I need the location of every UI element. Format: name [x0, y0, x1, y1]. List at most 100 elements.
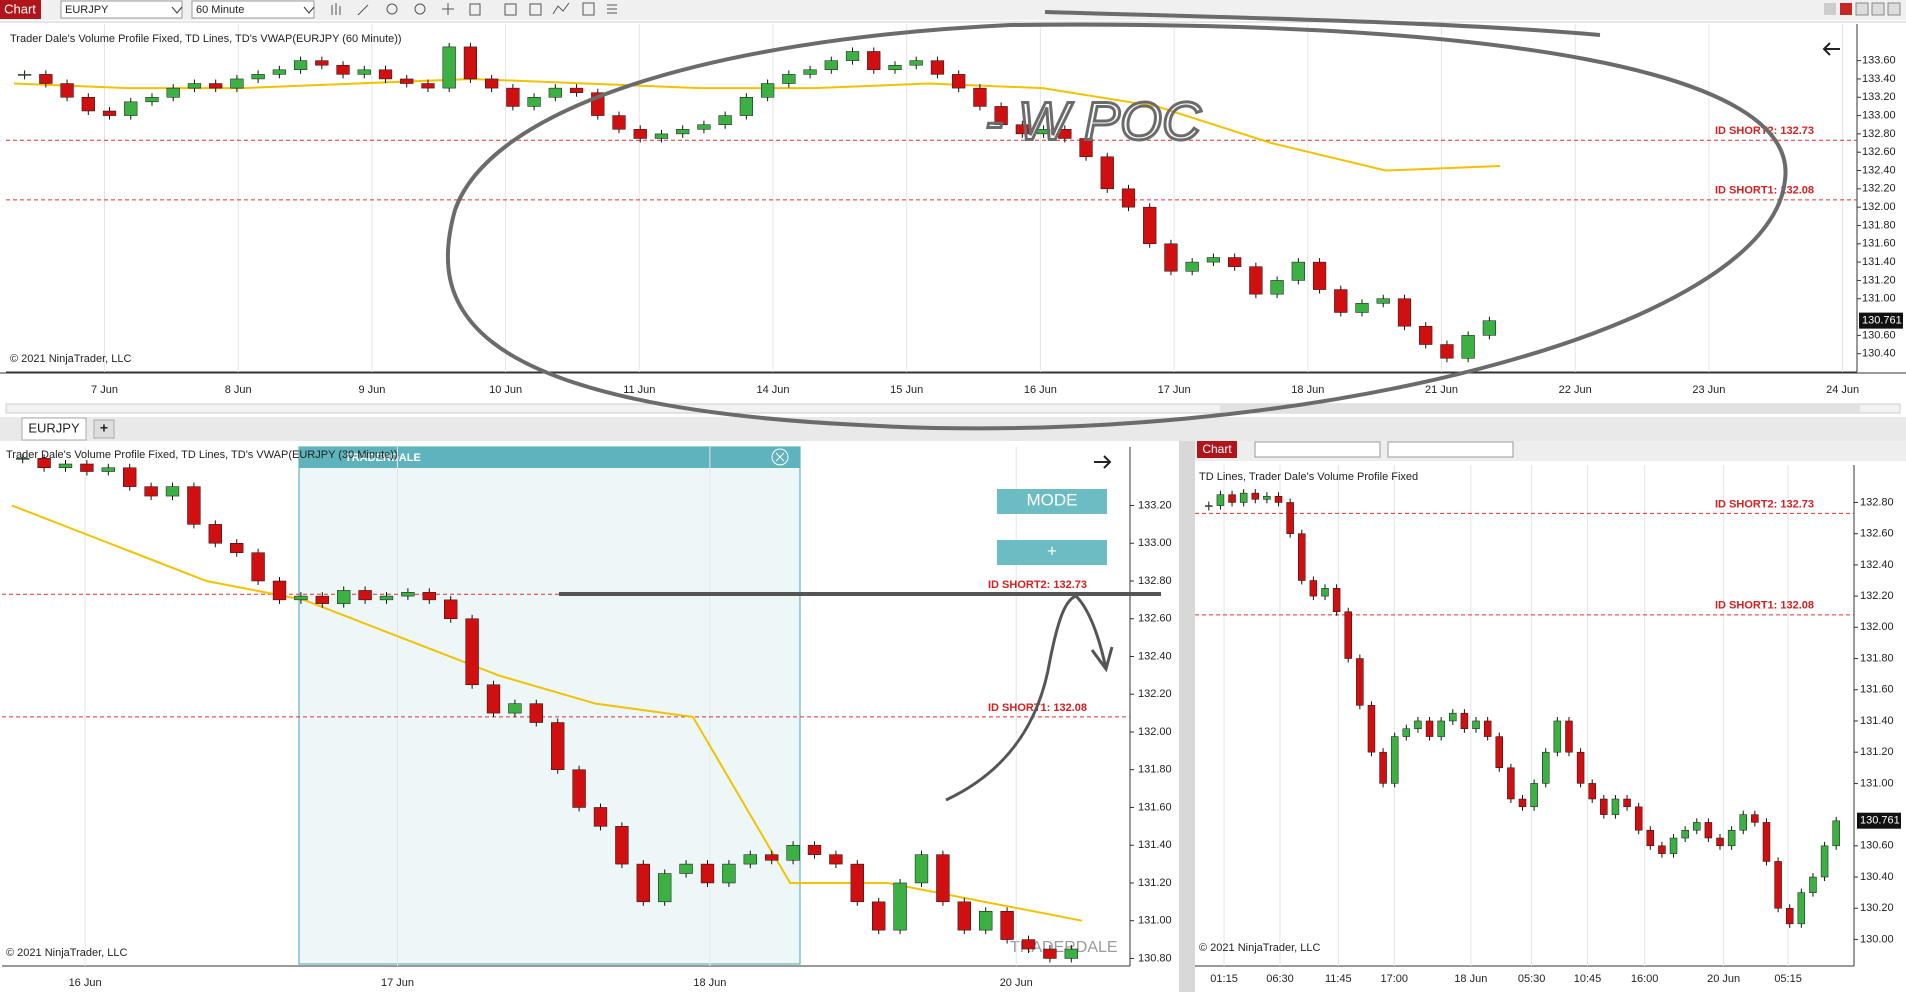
candle [1739, 814, 1747, 831]
mode-button[interactable] [997, 489, 1107, 514]
candle [1634, 806, 1643, 831]
instrument[interactable]: EURJPY [65, 4, 109, 16]
candle [572, 769, 586, 808]
y-tick-label: 131.20 [1138, 877, 1172, 889]
add-button[interactable] [997, 540, 1107, 565]
candle [615, 826, 629, 865]
instrument-dropdown[interactable] [60, 0, 183, 19]
nav-arrow[interactable] [1822, 42, 1840, 56]
candle [807, 844, 822, 855]
candle [1270, 280, 1284, 295]
close-profile[interactable] [771, 448, 789, 466]
candle [786, 844, 800, 861]
vwap-line [13, 77, 1501, 172]
candle [1832, 820, 1840, 847]
candle [1460, 712, 1469, 730]
menu-button[interactable] [1197, 441, 1237, 458]
candle [101, 467, 115, 472]
level-label: ID SHORT2: 132.73 [1715, 498, 1814, 510]
candle [636, 863, 650, 903]
candle [845, 51, 860, 61]
x-tick-label: 23 Jun [1692, 384, 1725, 396]
toolbar-icons[interactable] [331, 2, 617, 16]
candle [867, 51, 881, 71]
candle [1291, 261, 1305, 281]
x-tick-label: 14 Jun [756, 384, 789, 396]
candle [1600, 798, 1608, 815]
y-tick-label: 133.60 [1862, 55, 1896, 67]
menu-label[interactable]: Chart [1202, 442, 1232, 456]
candle [1751, 814, 1759, 823]
y-tick-label: 130.60 [1862, 329, 1896, 341]
chart-title: Trader Dale's Volume Profile Fixed, TD L… [6, 449, 398, 461]
candle [1355, 303, 1369, 313]
scrollbar[interactable] [5, 403, 1901, 414]
candle [1402, 728, 1411, 737]
instrument-dropdown[interactable] [1254, 441, 1381, 458]
candle [102, 110, 117, 116]
candle [315, 60, 329, 66]
last-price-label: 130.761 [1862, 315, 1902, 327]
y-tick-label: 131.60 [1860, 684, 1894, 696]
candle [1437, 720, 1445, 737]
candle [81, 97, 95, 112]
candle [676, 129, 690, 135]
x-tick-label: 05:30 [1518, 973, 1546, 985]
y-tick-label: 132.40 [1860, 559, 1894, 571]
candle [37, 458, 51, 469]
candle [1658, 845, 1666, 854]
candle [760, 83, 775, 98]
add-tab[interactable] [93, 419, 115, 439]
candle [17, 74, 32, 76]
copyright: © 2021 NinjaTrader, LLC [10, 353, 131, 365]
candle [593, 807, 608, 827]
menu-button[interactable] [0, 0, 41, 19]
level-label: ID SHORT2: 132.73 [1715, 125, 1814, 137]
candle [1425, 720, 1434, 737]
splitter[interactable] [1179, 441, 1195, 992]
candle [1623, 798, 1631, 808]
candle [145, 97, 159, 103]
candle [400, 78, 414, 84]
profile-header[interactable] [299, 447, 800, 468]
x-tick-label: 7 Jun [91, 384, 118, 396]
level-label: ID SHORT1: 132.08 [1715, 600, 1814, 612]
candle [421, 83, 435, 89]
mode-label[interactable]: MODE [1027, 490, 1078, 509]
candle [401, 592, 415, 597]
x-tick-label: 11 Jun [623, 384, 655, 396]
candle [358, 590, 372, 601]
profile-region[interactable] [298, 446, 801, 965]
candle [166, 87, 180, 98]
menu-label[interactable]: Chart [4, 1, 36, 16]
tab-label[interactable]: EURJPY [28, 420, 80, 435]
scroll-thumb[interactable] [1220, 405, 1860, 412]
candle [1058, 129, 1072, 139]
x-tick-label: 18 Jun [1291, 384, 1324, 396]
candle [1121, 188, 1136, 208]
candle [1143, 206, 1157, 245]
tab[interactable] [21, 417, 87, 441]
nav-arrow[interactable] [1094, 455, 1112, 469]
add-label[interactable]: + [1047, 541, 1057, 560]
hand-annotation: - W POC [985, 91, 1202, 151]
candle [1646, 829, 1655, 847]
candle [336, 64, 350, 75]
window-controls[interactable] [1824, 2, 1901, 16]
interval-dropdown[interactable] [1387, 441, 1514, 458]
y-tick-label: 133.00 [1862, 109, 1896, 121]
candle [1228, 257, 1242, 267]
add-tab-label[interactable]: + [100, 420, 108, 436]
candle [633, 129, 647, 139]
y-tick-label: 131.80 [1138, 764, 1172, 776]
y-tick-label: 133.00 [1138, 537, 1172, 549]
candle [187, 83, 202, 89]
interval-dropdown[interactable] [191, 0, 315, 19]
candle [230, 78, 244, 89]
candle [272, 580, 287, 601]
candle [1449, 712, 1457, 722]
interval[interactable]: 60 Minute [196, 4, 244, 16]
candle [1239, 492, 1248, 503]
